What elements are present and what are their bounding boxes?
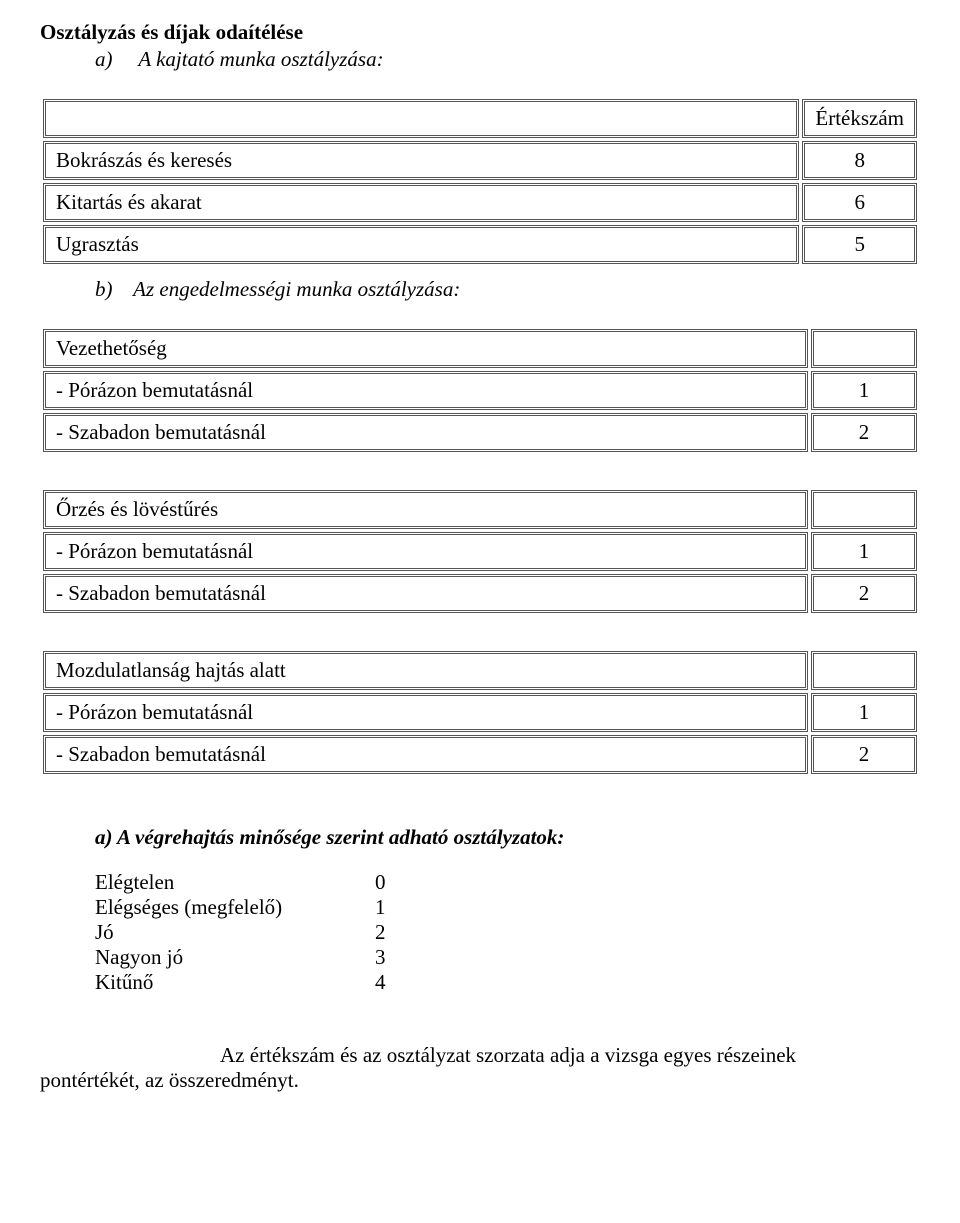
section-b-text: Az engedelmességi munka osztályzása:	[133, 277, 460, 301]
cell-label: - Szabadon bemutatásnál	[43, 574, 808, 613]
table-row: - Szabadon bemutatásnál 2	[43, 413, 917, 452]
cell-label: - Pórázon bemutatásnál	[43, 371, 808, 410]
table-row: Értékszám	[43, 99, 917, 138]
table-header-value	[811, 329, 917, 368]
grade-row: Elégtelen 0	[95, 870, 920, 895]
cell-value: 2	[811, 413, 917, 452]
table-row: Vezethetőség	[43, 329, 917, 368]
table-header-value	[811, 651, 917, 690]
table-orzes: Őrzés és lövéstűrés - Pórázon bemutatásn…	[40, 487, 920, 616]
table-mozdulatlansag: Mozdulatlanság hajtás alatt - Pórázon be…	[40, 648, 920, 777]
cell-label: Kitartás és akarat	[43, 183, 799, 222]
page-title: Osztályzás és díjak odaítélése	[40, 20, 920, 45]
table-row: - Szabadon bemutatásnál 2	[43, 735, 917, 774]
cell-label: - Szabadon bemutatásnál	[43, 413, 808, 452]
cell-label: - Szabadon bemutatásnál	[43, 735, 808, 774]
footer-line2: pontértékét, az összeredményt.	[40, 1068, 299, 1092]
cell-value: 1	[811, 532, 917, 571]
grades-list: Elégtelen 0 Elégséges (megfelelő) 1 Jó 2…	[40, 870, 920, 995]
grade-label: Elégséges (megfelelő)	[95, 895, 375, 920]
table-header-value	[811, 490, 917, 529]
grade-row: Nagyon jó 3	[95, 945, 920, 970]
table-row: Kitartás és akarat 6	[43, 183, 917, 222]
cell-value: 2	[811, 574, 917, 613]
grade-value: 4	[375, 970, 415, 995]
table-row: - Pórázon bemutatásnál 1	[43, 371, 917, 410]
grade-row: Jó 2	[95, 920, 920, 945]
table-vezethetoseg: Vezethetőség - Pórázon bemutatásnál 1 - …	[40, 326, 920, 455]
cell-label: - Pórázon bemutatásnál	[43, 693, 808, 732]
footer-paragraph: Az értékszám és az osztályzat szorzata a…	[40, 1043, 920, 1093]
table-row: - Pórázon bemutatásnál 1	[43, 532, 917, 571]
grade-value: 1	[375, 895, 415, 920]
grades-heading: a) A végrehajtás minősége szerint adható…	[40, 825, 920, 850]
table-header-label	[43, 99, 799, 138]
table-row: Mozdulatlanság hajtás alatt	[43, 651, 917, 690]
section-b-label: b)	[95, 277, 113, 301]
grade-label: Elégtelen	[95, 870, 375, 895]
section-b: b) Az engedelmességi munka osztályzása:	[40, 277, 920, 302]
section-a: a) A kajtató munka osztályzása:	[40, 47, 920, 72]
cell-label: Bokrászás és keresés	[43, 141, 799, 180]
cell-label: - Pórázon bemutatásnál	[43, 532, 808, 571]
cell-value: 8	[802, 141, 917, 180]
grade-value: 3	[375, 945, 415, 970]
table-header-label: Mozdulatlanság hajtás alatt	[43, 651, 808, 690]
footer-line1: Az értékszám és az osztályzat szorzata a…	[220, 1043, 796, 1067]
table-row: - Szabadon bemutatásnál 2	[43, 574, 917, 613]
table-header-value: Értékszám	[802, 99, 917, 138]
cell-value: 1	[811, 693, 917, 732]
grade-row: Kitűnő 4	[95, 970, 920, 995]
section-a-text: A kajtató munka osztályzása:	[138, 47, 383, 71]
table-header-label: Vezethetőség	[43, 329, 808, 368]
cell-label: Ugrasztás	[43, 225, 799, 264]
cell-value: 6	[802, 183, 917, 222]
cell-value: 2	[811, 735, 917, 774]
table-row: Bokrászás és keresés 8	[43, 141, 917, 180]
grade-label: Jó	[95, 920, 375, 945]
table-row: - Pórázon bemutatásnál 1	[43, 693, 917, 732]
grade-label: Nagyon jó	[95, 945, 375, 970]
grade-value: 2	[375, 920, 415, 945]
section-a-label: a)	[95, 47, 113, 71]
grade-row: Elégséges (megfelelő) 1	[95, 895, 920, 920]
table-kajtato: Értékszám Bokrászás és keresés 8 Kitartá…	[40, 96, 920, 267]
grade-label: Kitűnő	[95, 970, 375, 995]
table-row: Őrzés és lövéstűrés	[43, 490, 917, 529]
cell-value: 1	[811, 371, 917, 410]
table-row: Ugrasztás 5	[43, 225, 917, 264]
grade-value: 0	[375, 870, 415, 895]
table-header-label: Őrzés és lövéstűrés	[43, 490, 808, 529]
cell-value: 5	[802, 225, 917, 264]
